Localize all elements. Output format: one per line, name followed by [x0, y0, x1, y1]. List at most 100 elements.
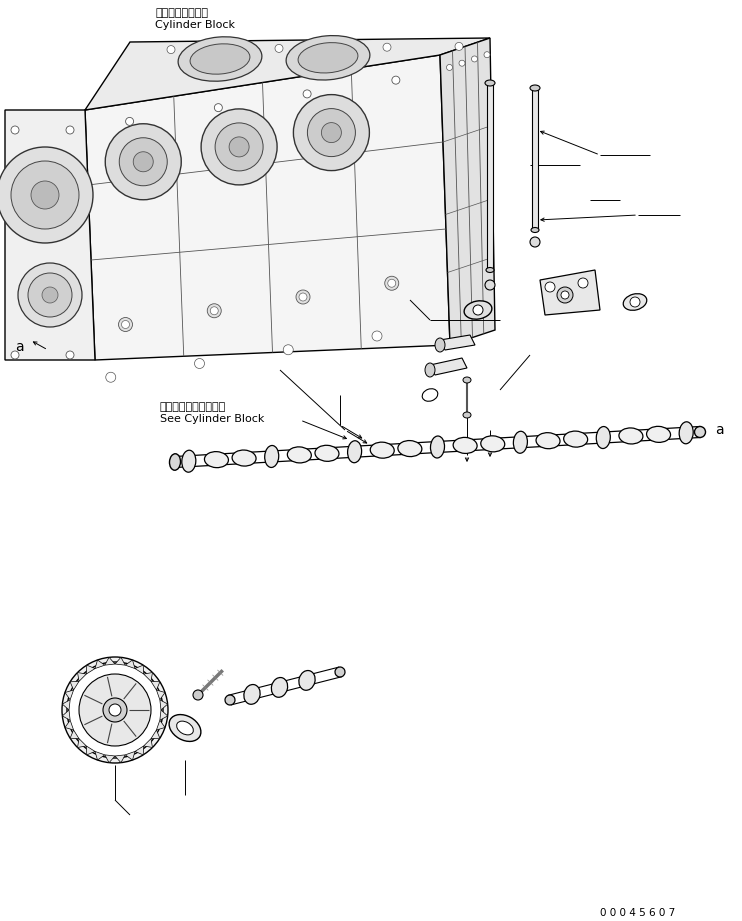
Polygon shape [95, 752, 105, 760]
Polygon shape [135, 746, 144, 755]
Circle shape [303, 90, 311, 98]
Ellipse shape [486, 267, 494, 273]
Circle shape [385, 276, 398, 290]
Polygon shape [105, 658, 115, 665]
Circle shape [122, 321, 130, 329]
Text: 0 0 0 4 5 6 0 7: 0 0 0 4 5 6 0 7 [600, 908, 675, 918]
Ellipse shape [453, 437, 477, 453]
Ellipse shape [513, 431, 528, 453]
Ellipse shape [178, 37, 262, 81]
Circle shape [0, 147, 93, 243]
Circle shape [372, 331, 382, 341]
Ellipse shape [435, 338, 445, 352]
Polygon shape [105, 755, 115, 763]
Bar [532, 88, 538, 230]
Bar [487, 83, 493, 270]
Polygon shape [115, 755, 125, 763]
Ellipse shape [205, 451, 229, 468]
Circle shape [383, 43, 391, 52]
Ellipse shape [430, 436, 444, 458]
Circle shape [392, 76, 400, 84]
Circle shape [119, 318, 133, 332]
Circle shape [321, 122, 341, 143]
Circle shape [283, 344, 293, 355]
Ellipse shape [335, 667, 345, 677]
Circle shape [388, 279, 395, 287]
Polygon shape [62, 710, 70, 720]
Circle shape [473, 305, 483, 315]
Polygon shape [115, 658, 125, 665]
Polygon shape [70, 682, 79, 690]
Circle shape [42, 287, 58, 303]
Ellipse shape [315, 445, 339, 461]
Polygon shape [160, 710, 168, 720]
Circle shape [106, 372, 116, 382]
Polygon shape [440, 335, 475, 350]
Circle shape [109, 704, 121, 716]
Ellipse shape [597, 426, 611, 449]
Circle shape [62, 657, 168, 763]
Circle shape [293, 95, 370, 170]
Circle shape [484, 52, 490, 58]
Circle shape [471, 56, 478, 62]
Circle shape [125, 117, 134, 125]
Circle shape [66, 126, 74, 134]
Ellipse shape [398, 440, 422, 457]
Polygon shape [144, 739, 152, 748]
Ellipse shape [272, 678, 288, 697]
Polygon shape [62, 700, 70, 710]
Ellipse shape [679, 422, 693, 444]
Polygon shape [5, 110, 95, 360]
Ellipse shape [169, 454, 180, 471]
Ellipse shape [287, 447, 312, 463]
Circle shape [214, 104, 223, 111]
Circle shape [447, 64, 453, 70]
Ellipse shape [481, 436, 505, 452]
Text: a: a [715, 423, 723, 437]
Circle shape [229, 137, 249, 157]
Ellipse shape [564, 431, 588, 447]
Polygon shape [157, 720, 165, 730]
Polygon shape [125, 660, 135, 669]
Ellipse shape [646, 426, 671, 442]
Circle shape [28, 273, 72, 317]
Ellipse shape [530, 85, 540, 91]
Polygon shape [157, 690, 165, 700]
Ellipse shape [623, 294, 647, 310]
Circle shape [67, 662, 163, 758]
Circle shape [207, 304, 221, 318]
Ellipse shape [265, 446, 279, 468]
Polygon shape [440, 38, 495, 345]
Circle shape [134, 152, 154, 171]
Circle shape [630, 297, 640, 307]
Ellipse shape [190, 44, 250, 75]
Circle shape [530, 237, 540, 247]
Circle shape [194, 358, 205, 368]
Circle shape [557, 287, 573, 303]
Polygon shape [70, 730, 79, 739]
Circle shape [66, 351, 74, 359]
Polygon shape [430, 358, 467, 375]
Ellipse shape [485, 80, 495, 86]
Text: シリンダブロック参照: シリンダブロック参照 [160, 402, 226, 412]
Circle shape [215, 122, 263, 171]
Ellipse shape [232, 450, 256, 466]
Ellipse shape [225, 695, 235, 705]
Ellipse shape [299, 670, 315, 691]
Circle shape [296, 290, 310, 304]
Ellipse shape [695, 426, 706, 437]
Circle shape [455, 42, 463, 51]
Ellipse shape [286, 36, 370, 80]
Circle shape [11, 161, 79, 229]
Circle shape [103, 698, 127, 722]
Polygon shape [125, 752, 135, 760]
Circle shape [307, 109, 355, 157]
Circle shape [11, 126, 19, 134]
Circle shape [201, 109, 277, 185]
Polygon shape [77, 739, 86, 748]
Polygon shape [160, 700, 168, 710]
Circle shape [18, 263, 82, 327]
Ellipse shape [298, 42, 358, 73]
Polygon shape [144, 672, 152, 682]
Polygon shape [65, 690, 73, 700]
